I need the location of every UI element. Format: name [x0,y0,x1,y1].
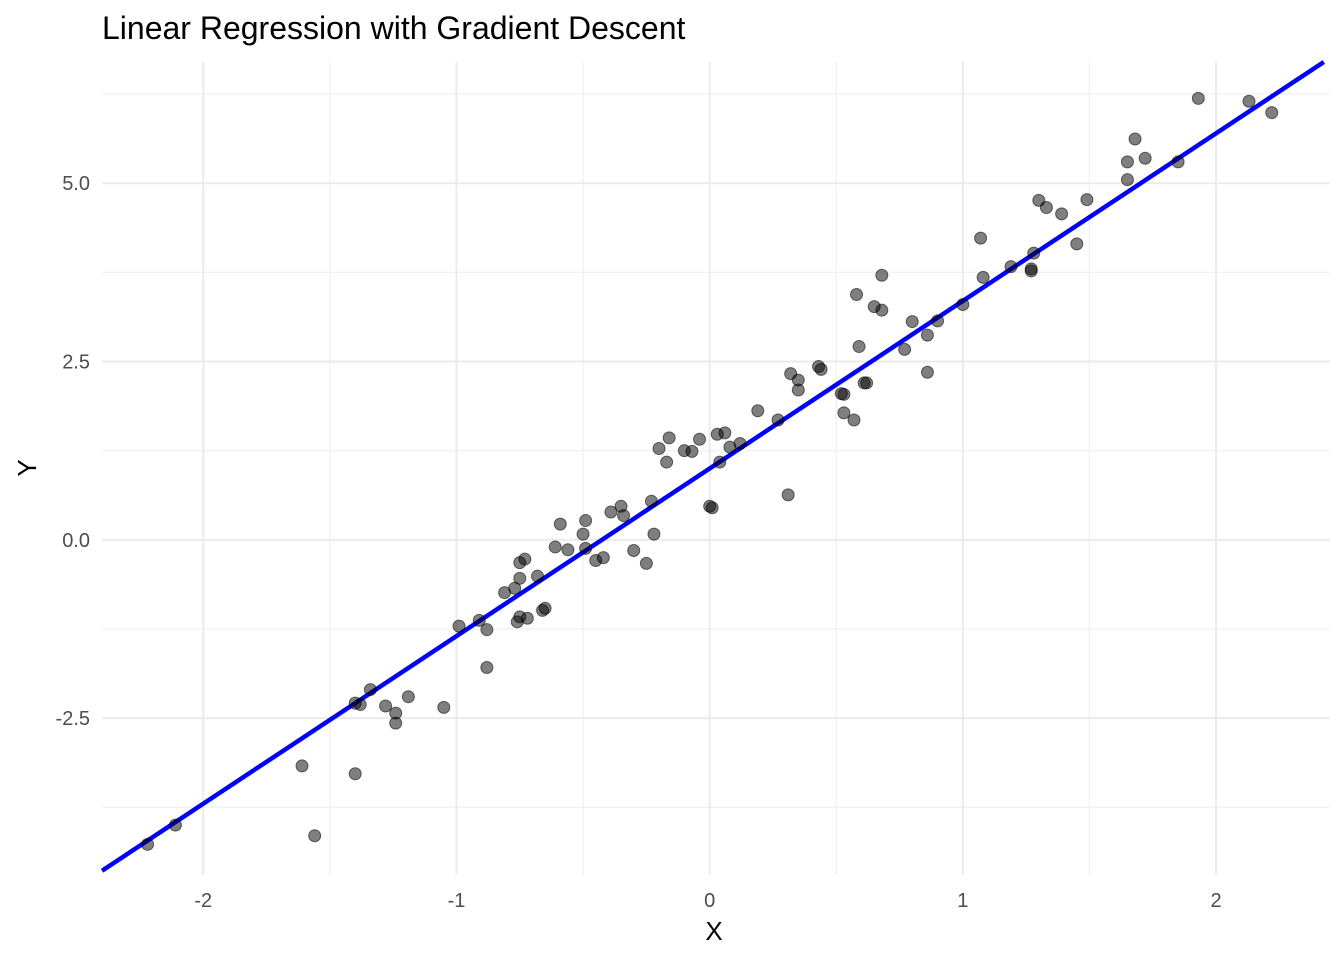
data-point [627,544,641,558]
data-point [363,683,377,697]
fit-line-layer [100,60,1326,873]
regression-line [100,60,1326,873]
data-point [1191,91,1205,105]
data-point [652,442,666,456]
data-point [647,527,661,541]
data-point [401,690,415,704]
data-point [781,488,795,502]
data-point [875,303,889,317]
data-point [814,362,828,376]
y-tick-label: -2.5 [56,708,90,730]
data-point [553,517,567,531]
data-point [791,383,805,397]
data-point [308,829,322,843]
data-point [513,571,527,585]
data-point [837,387,851,401]
data-point [920,328,934,342]
data-point [956,297,970,311]
data-point [920,365,934,379]
y-tick-label: 0.0 [62,530,90,552]
data-point [472,613,486,627]
data-point [353,698,367,712]
data-point [1120,173,1134,187]
data-point [1024,262,1038,276]
x-tick-label: -2 [194,890,212,912]
data-point [898,342,912,356]
data-point [1128,132,1142,146]
data-point [596,551,610,565]
data-point [976,270,990,284]
data-point [847,413,861,427]
data-point [713,455,727,469]
x-tick-label: 0 [704,890,715,912]
data-point [660,455,674,469]
data-point [644,494,658,508]
x-axis-tick-labels: -2 -1 0 1 2 [194,890,1221,912]
data-point [905,315,919,329]
data-point [771,413,785,427]
data-point [530,569,544,583]
data-point [718,426,732,440]
data-point [480,660,494,674]
data-point [1070,237,1084,251]
data-point [1242,94,1256,108]
data-point [617,509,631,523]
data-point [141,837,155,851]
data-point [974,231,988,245]
data-point [548,540,562,554]
data-point [576,527,590,541]
data-point [1039,200,1053,214]
y-axis-title: Y [12,459,42,476]
data-point [860,376,874,390]
data-point [579,541,593,555]
data-point [850,287,864,301]
data-point [1004,260,1018,274]
data-point [1080,193,1094,207]
data-point [389,716,403,730]
y-tick-label: 5.0 [62,173,90,195]
x-tick-label: 1 [957,890,968,912]
data-point [685,444,699,458]
data-point [733,437,747,451]
data-point [1055,207,1069,221]
grid [102,62,1330,875]
data-point [639,556,653,570]
data-point [518,552,532,566]
data-point [295,759,309,773]
data-point [852,340,866,354]
data-point [348,767,362,781]
data-point [875,268,889,282]
data-point [751,404,765,418]
data-point [931,314,945,328]
data-point [1265,106,1279,120]
data-point [604,505,618,519]
data-point [520,611,534,625]
data-point [837,406,851,420]
data-point [1138,151,1152,165]
x-axis-title: X [705,916,722,946]
data-point [538,601,552,615]
data-point [480,623,494,637]
y-tick-label: 2.5 [62,352,90,374]
data-point [561,543,575,557]
data-point [452,619,466,633]
data-point [693,432,707,446]
x-tick-label: 2 [1210,890,1221,912]
points-layer [141,91,1279,851]
data-point [662,431,676,445]
data-point [1027,246,1041,260]
data-point [579,514,593,528]
x-tick-label: -1 [448,890,466,912]
y-axis-tick-labels: -2.5 0.0 2.5 5.0 [56,173,90,730]
data-point [1120,155,1134,169]
data-point [379,699,393,713]
chart-title: Linear Regression with Gradient Descent [102,10,686,46]
data-point [168,818,182,832]
data-point [437,700,451,714]
data-point [705,501,719,515]
data-point [1171,155,1185,169]
